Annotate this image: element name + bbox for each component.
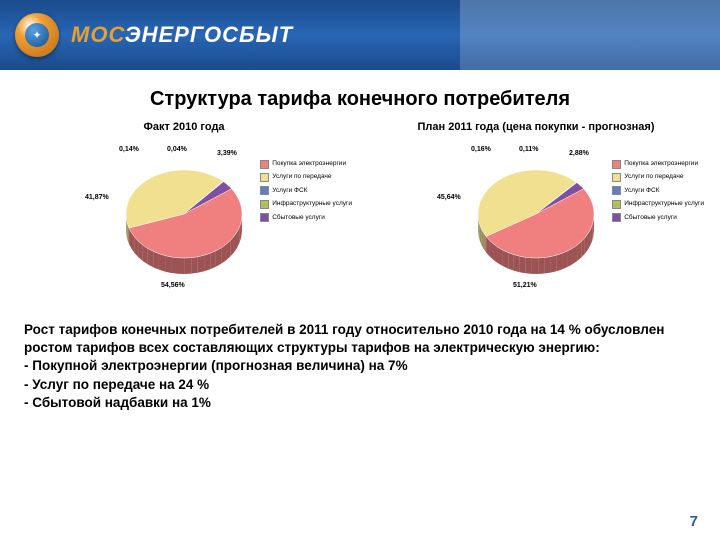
body-text: Рост тарифов конечных потребителей в 201…: [0, 309, 720, 412]
legend-swatch-icon: [612, 160, 621, 169]
legend-swatch-icon: [612, 173, 621, 182]
page-number: 7: [690, 513, 698, 530]
legend-label: Покупка электроэнергии: [272, 159, 346, 169]
legend-label: Услуги по передаче: [624, 172, 683, 182]
body-line: - Сбытовой надбавки на 1%: [24, 394, 696, 412]
legend-swatch-icon: [612, 213, 621, 222]
body-line: - Покупной электроэнергии (прогнозная ве…: [24, 357, 696, 375]
logo-icon: ✦: [15, 13, 59, 57]
right-legend: Покупка электроэнергии Услуги по передаче…: [612, 159, 704, 226]
right-chart-title: План 2011 года (цена покупки - прогнозна…: [366, 121, 706, 133]
slide-title: Структура тарифа конечного потребителя: [0, 88, 720, 111]
brand-mos: МОС: [71, 22, 125, 47]
legend-item: Услуги ФСК: [612, 186, 704, 196]
legend-item: Услуги ФСК: [260, 186, 352, 196]
pie-pct-label: 0,04%: [167, 146, 187, 153]
legend-item: Сбытовые услуги: [612, 213, 704, 223]
legend-item: Покупка электроэнергии: [260, 159, 352, 169]
pie-pct-label: 51,21%: [513, 282, 537, 289]
legend-swatch-icon: [260, 186, 269, 195]
legend-label: Услуги по передаче: [272, 172, 331, 182]
legend-label: Услуги ФСК: [272, 186, 307, 196]
left-chart: Факт 2010 года 54,56%41,87%0,14%0,04%3,3…: [14, 121, 354, 309]
legend-label: Сбытовые услуги: [272, 213, 325, 223]
header-bar: ✦ МОСЭНЕРГОСБЫТ: [0, 0, 720, 70]
legend-label: Инфраструктурные услуги: [624, 199, 704, 209]
pie-pct-label: 45,64%: [437, 194, 461, 201]
legend-item: Услуги по передаче: [612, 172, 704, 182]
left-chart-body: 54,56%41,87%0,14%0,04%3,39% Покупка элек…: [14, 139, 354, 309]
legend-swatch-icon: [612, 200, 621, 209]
body-line: Рост тарифов конечных потребителей в 201…: [24, 321, 696, 357]
pie-pct-label: 0,14%: [119, 146, 139, 153]
right-chart: План 2011 года (цена покупки - прогнозна…: [366, 121, 706, 309]
legend-label: Сбытовые услуги: [624, 213, 677, 223]
brand-text: МОСЭНЕРГОСБЫТ: [71, 22, 293, 48]
right-chart-body: 51,21%45,64%0,16%0,11%2,88% Покупка элек…: [366, 139, 706, 309]
right-pie: 51,21%45,64%0,16%0,11%2,88%: [461, 154, 611, 294]
left-legend: Покупка электроэнергии Услуги по передаче…: [260, 159, 352, 226]
legend-item: Покупка электроэнергии: [612, 159, 704, 169]
logo-inner-icon: ✦: [25, 23, 49, 47]
left-pie: 54,56%41,87%0,14%0,04%3,39%: [109, 154, 259, 294]
pie-pct-label: 2,88%: [569, 150, 589, 157]
pie-pct-label: 41,87%: [85, 194, 109, 201]
legend-item: Инфраструктурные услуги: [612, 199, 704, 209]
charts-row: Факт 2010 года 54,56%41,87%0,14%0,04%3,3…: [0, 121, 720, 309]
legend-swatch-icon: [260, 213, 269, 222]
pie-pct-label: 54,56%: [161, 282, 185, 289]
body-line: - Услуг по передаче на 24 %: [24, 376, 696, 394]
legend-label: Покупка электроэнергии: [624, 159, 698, 169]
legend-label: Услуги ФСК: [624, 186, 659, 196]
legend-item: Услуги по передаче: [260, 172, 352, 182]
left-chart-title: Факт 2010 года: [14, 121, 354, 133]
brand-rest: ЭНЕРГОСБЫТ: [125, 22, 293, 47]
legend-item: Сбытовые услуги: [260, 213, 352, 223]
pie-pct-label: 0,16%: [471, 146, 491, 153]
legend-swatch-icon: [260, 200, 269, 209]
legend-item: Инфраструктурные услуги: [260, 199, 352, 209]
legend-swatch-icon: [260, 173, 269, 182]
pie-pct-label: 3,39%: [217, 150, 237, 157]
legend-swatch-icon: [612, 186, 621, 195]
legend-swatch-icon: [260, 160, 269, 169]
legend-label: Инфраструктурные услуги: [272, 199, 352, 209]
pie-pct-label: 0,11%: [519, 146, 538, 153]
